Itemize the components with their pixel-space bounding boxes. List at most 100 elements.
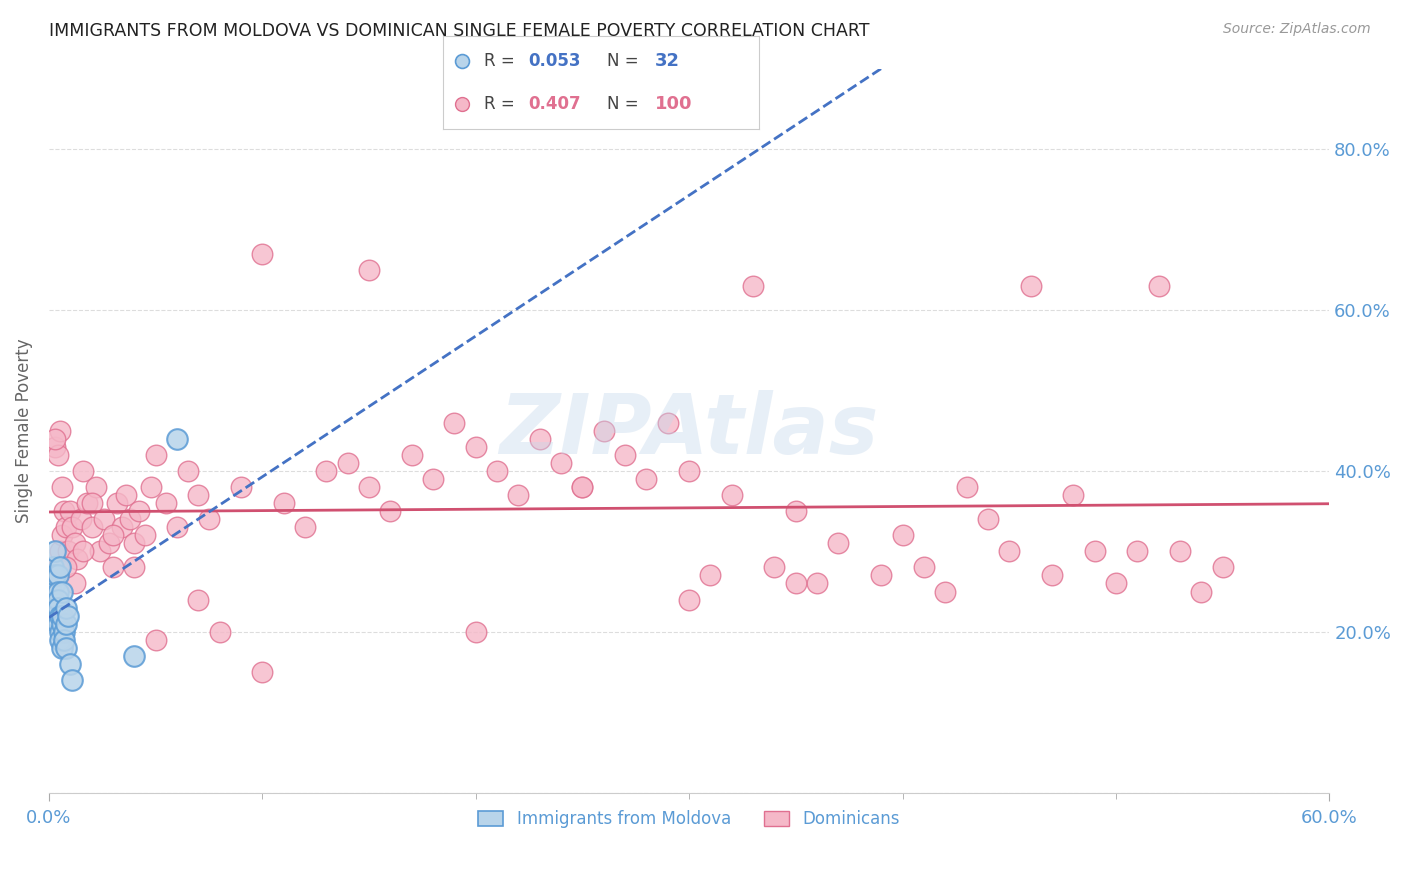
Point [422,472,444,486]
Point [46,600,69,615]
Text: N =: N = [607,52,638,70]
Point [1189,584,1212,599]
Point [977,512,1000,526]
Point [678,592,700,607]
Point [93,512,115,526]
Point [55,640,77,655]
Point [101,528,124,542]
Point [44,576,66,591]
Point [870,568,893,582]
Point [44,568,66,582]
Point [55,600,77,615]
Point [1168,544,1191,558]
Point [72,544,94,558]
Point [44,440,66,454]
Point [155,496,177,510]
Point [1083,544,1105,558]
Point [63,576,86,591]
Point [450,54,472,68]
Text: 100: 100 [655,95,692,113]
Legend: Immigrants from Moldova, Dominicans: Immigrants from Moldova, Dominicans [471,804,907,835]
Point [80,520,103,534]
Point [357,480,380,494]
Point [46,560,69,574]
Point [934,584,956,599]
Text: N =: N = [607,95,638,113]
Point [46,584,69,599]
Point [187,592,209,607]
Point [48,608,70,623]
Point [52,624,75,639]
Point [806,576,828,591]
Point [550,456,572,470]
Point [720,488,742,502]
Point [145,632,167,647]
Point [42,560,65,574]
Point [955,480,977,494]
Point [59,504,82,518]
Point [48,544,70,558]
Text: 0.053: 0.053 [529,52,581,70]
Point [51,640,73,655]
Point [571,480,593,494]
Point [636,472,658,486]
Point [614,448,637,462]
Point [105,496,128,510]
Point [1062,488,1084,502]
Point [1019,278,1042,293]
Point [42,568,65,582]
Point [124,560,146,574]
Point [252,665,274,679]
Point [62,520,84,534]
Point [891,528,914,542]
Point [294,520,316,534]
Point [56,608,79,623]
Point [55,560,77,574]
Point [114,488,136,502]
Point [827,536,849,550]
Point [187,488,209,502]
Point [51,480,73,494]
Point [55,616,77,631]
Point [97,536,120,550]
Point [42,568,65,582]
Point [39,584,62,599]
Point [59,657,82,671]
Point [80,496,103,510]
Y-axis label: Single Female Poverty: Single Female Poverty [15,338,32,523]
Point [357,262,380,277]
Point [1105,576,1128,591]
Point [72,464,94,478]
Point [657,416,679,430]
Point [742,278,765,293]
Text: 32: 32 [655,52,681,70]
Point [1212,560,1234,574]
Point [52,504,75,518]
Point [785,576,807,591]
Text: Source: ZipAtlas.com: Source: ZipAtlas.com [1223,22,1371,37]
Point [145,448,167,462]
Point [198,512,221,526]
Point [998,544,1021,558]
Point [464,624,486,639]
Point [273,496,295,510]
Point [42,592,65,607]
Point [912,560,935,574]
Point [56,544,79,558]
Point [124,648,146,663]
Point [124,536,146,550]
Point [44,544,66,558]
Text: ZIPAtlas: ZIPAtlas [499,390,879,471]
Point [48,560,70,574]
Text: R =: R = [484,95,515,113]
Point [571,480,593,494]
Text: IMMIGRANTS FROM MOLDOVA VS DOMINICAN SINGLE FEMALE POVERTY CORRELATION CHART: IMMIGRANTS FROM MOLDOVA VS DOMINICAN SIN… [49,22,870,40]
Point [44,608,66,623]
Point [1040,568,1063,582]
Text: R =: R = [484,52,515,70]
Point [46,592,69,607]
Point [252,246,274,260]
Point [52,632,75,647]
Point [443,416,465,430]
Point [66,552,89,566]
